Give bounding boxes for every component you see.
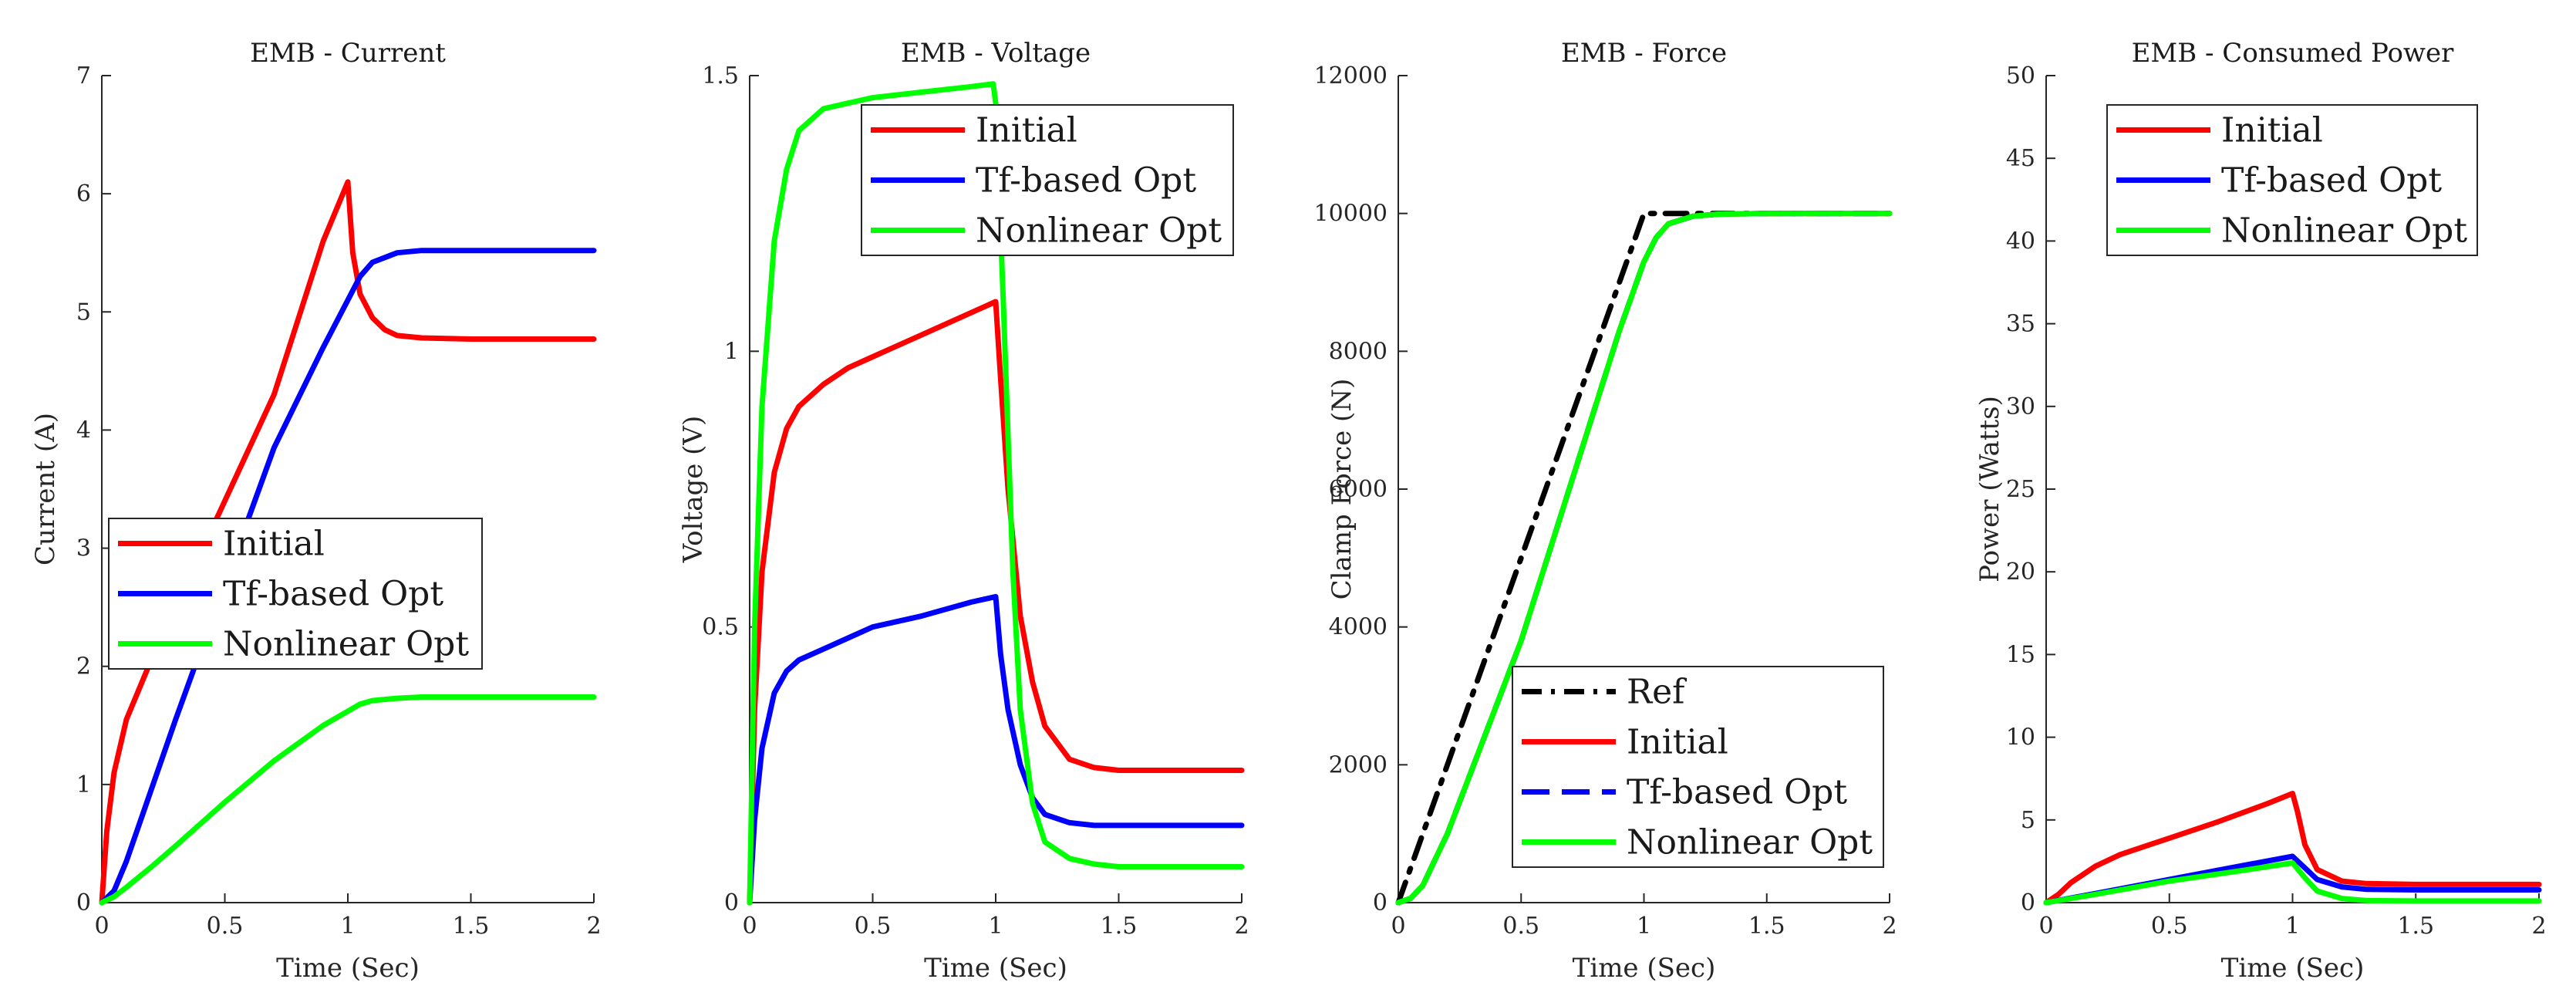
series-line-tf-based-opt xyxy=(99,248,597,906)
x-axis-label: Time (Sec) xyxy=(2221,953,2365,984)
chart-title: EMB - Current xyxy=(250,38,446,69)
chart-panel-1: EMB - Current 0 1 2 3 4 5 6 7 0 0.5 1 1.5 2 Time (Sec)… xyxy=(30,38,602,984)
y-tick-label: 1.5 xyxy=(702,62,739,89)
x-tick-label: 1.5 xyxy=(453,913,490,940)
y-axis-label: Current (A) xyxy=(30,413,61,565)
y-axis-label: Clamp Force (N) xyxy=(1327,379,1357,600)
y-tick-label: 2000 xyxy=(1329,751,1387,778)
y-tick-label: 0 xyxy=(76,890,91,917)
y-tick-label: 1 xyxy=(76,771,91,798)
y-tick-label: 35 xyxy=(2006,311,2035,338)
legend-label: Tf-based Opt xyxy=(976,161,1196,201)
y-tick-label: 50 xyxy=(2006,62,2035,89)
legend-label: Nonlinear Opt xyxy=(1627,823,1873,863)
x-tick-label: 1.5 xyxy=(2397,913,2434,940)
x-tick-label: 0.5 xyxy=(855,913,892,940)
legend-label: Initial xyxy=(1627,723,1728,762)
y-tick-label: 10000 xyxy=(1314,201,1387,228)
y-tick-label: 6000 xyxy=(1329,476,1387,503)
x-tick-label: 0.5 xyxy=(207,913,244,940)
legend-box xyxy=(1512,666,1884,868)
y-tick-label: 5 xyxy=(76,299,91,326)
legend-label: Nonlinear Opt xyxy=(2221,211,2467,251)
x-tick-label: 1 xyxy=(2285,913,2300,940)
legend-label: Nonlinear Opt xyxy=(223,625,469,664)
series-line-nonlinear-opt xyxy=(1395,211,1893,906)
x-tick-label: 1.5 xyxy=(1748,913,1785,940)
y-tick-label: 12000 xyxy=(1314,62,1387,89)
y-tick-label: 10 xyxy=(2006,724,2035,751)
legend-label: Initial xyxy=(223,525,325,564)
y-tick-label: 0.5 xyxy=(702,614,739,641)
y-tick-label: 0 xyxy=(724,890,739,917)
series-line-tf-based-opt xyxy=(747,593,1245,906)
chart-title: EMB - Voltage xyxy=(901,38,1091,69)
x-tick-label: 1 xyxy=(1637,913,1651,940)
y-tick-label: 45 xyxy=(2006,145,2035,172)
y-tick-label: 0 xyxy=(1373,890,1387,917)
legend-label: Tf-based Opt xyxy=(223,575,443,614)
y-tick-label: 40 xyxy=(2006,228,2035,255)
y-tick-label: 6 xyxy=(76,181,91,208)
y-tick-label: 8000 xyxy=(1329,338,1387,365)
series-line-initial xyxy=(99,179,597,906)
series-line-nonlinear-opt xyxy=(99,694,597,906)
y-axis-label: Power (Watts) xyxy=(1974,396,2005,582)
x-tick-label: 2 xyxy=(1882,913,1897,940)
chart-panel-2: EMB - Voltage 0 0.5 1 1.5 0 0.5 1 1.5 2 Time (Sec)… xyxy=(678,38,1249,984)
x-axis-label: Time (Sec) xyxy=(924,953,1067,984)
legend-label: Initial xyxy=(2221,111,2323,150)
x-tick-label: 0 xyxy=(1391,913,1405,940)
legend-label: Ref xyxy=(1627,673,1687,712)
series-line-initial xyxy=(2043,791,2542,906)
x-tick-label: 2 xyxy=(586,913,601,940)
y-tick-label: 5 xyxy=(2021,807,2035,834)
y-tick-label: 0 xyxy=(2021,890,2035,917)
series-line-initial xyxy=(747,299,1245,906)
y-tick-label: 3 xyxy=(76,535,91,562)
x-tick-label: 1 xyxy=(340,913,355,940)
y-tick-label: 25 xyxy=(2006,476,2035,503)
y-tick-label: 1 xyxy=(724,338,739,365)
x-axis-label: Time (Sec) xyxy=(276,953,420,984)
x-tick-label: 2 xyxy=(2531,913,2546,940)
x-tick-label: 1 xyxy=(988,913,1003,940)
y-tick-label: 4 xyxy=(76,417,91,444)
x-tick-label: 1.5 xyxy=(1101,913,1138,940)
x-tick-label: 0.5 xyxy=(1502,913,1539,940)
chart-title: EMB - Consumed Power xyxy=(2132,38,2455,69)
legend-label: Tf-based Opt xyxy=(2221,161,2442,201)
chart-panel-4: EMB - Consumed Power05101520253035404550… xyxy=(1974,38,2547,984)
y-tick-label: 20 xyxy=(2006,559,2035,586)
chart-panel-3: EMB - Force 0 2000 4000 6000 8000 10000 12000 0 0… xyxy=(1314,38,1897,984)
series-line-nonlinear-opt xyxy=(2043,860,2542,906)
y-tick-label: 7 xyxy=(76,62,91,89)
legend-label: Nonlinear Opt xyxy=(976,211,1222,251)
x-axis-label: Time (Sec) xyxy=(1573,953,1716,984)
legend-label: Initial xyxy=(976,111,1077,150)
legend: Ref Initial Tf-based Opt Nonlinear Opt xyxy=(1512,666,1884,868)
y-tick-label: 30 xyxy=(2006,393,2035,420)
legend: Initial Tf-based Opt Nonlinear Opt xyxy=(108,518,483,670)
x-tick-label: 0.5 xyxy=(2151,913,2188,940)
series-line-nonlinear-opt xyxy=(747,81,1245,906)
x-tick-label: 0 xyxy=(742,913,757,940)
y-tick-label: 4000 xyxy=(1329,614,1387,641)
x-tick-label: 2 xyxy=(1234,913,1249,940)
x-tick-label: 0 xyxy=(94,913,109,940)
y-axis-label: Voltage (V) xyxy=(678,416,709,564)
x-tick-label: 0 xyxy=(2038,913,2053,940)
legend: Initial Tf-based Opt Nonlinear Opt xyxy=(861,104,1234,256)
chart-title: EMB - Force xyxy=(1561,38,1727,69)
y-tick-label: 15 xyxy=(2006,641,2035,668)
y-tick-label: 2 xyxy=(76,653,91,680)
legend: Initial Tf-based Opt Nonlinear Opt xyxy=(2106,104,2478,256)
legend-label: Tf-based Opt xyxy=(1627,773,1847,812)
